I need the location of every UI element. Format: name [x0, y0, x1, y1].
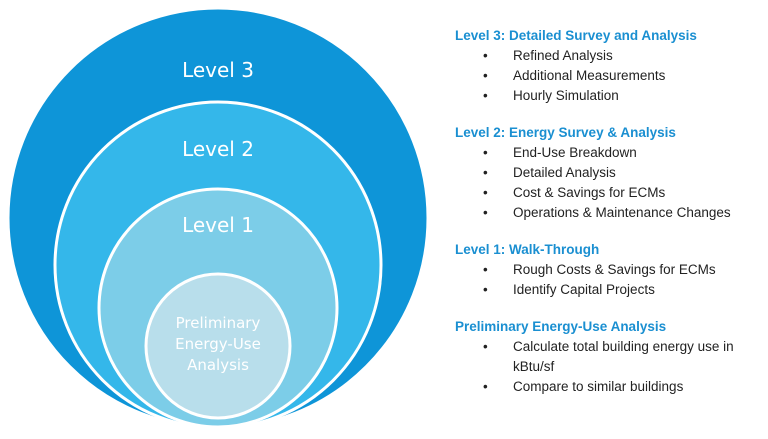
- section-heading: Level 2: Energy Survey & Analysis: [455, 125, 676, 140]
- circle-label: Level 3: [182, 58, 254, 82]
- bullet-item: Hourly Simulation: [455, 86, 748, 106]
- bullet-item: End-Use Breakdown: [455, 143, 748, 163]
- section-heading: Level 1: Walk-Through: [455, 242, 600, 257]
- section: Level 2: Energy Survey & Analysis End-Use…: [455, 123, 760, 223]
- bullet-item: Detailed Analysis: [455, 163, 748, 183]
- circle-label: Preliminary Energy-Use Analysis: [175, 314, 261, 374]
- bullet-item: Calculate total building energy use in k…: [455, 337, 748, 377]
- section: Preliminary Energy-Use Analysis Calculate…: [455, 317, 760, 397]
- circles-diagram: [6, 6, 430, 430]
- bullet-item: Cost & Savings for ECMs: [455, 183, 748, 203]
- bullet-item: Operations & Maintenance Changes: [455, 203, 748, 223]
- description-panel: Level 3: Detailed Survey and Analysis Ref…: [455, 26, 760, 414]
- section-heading: Level 3: Detailed Survey and Analysis: [455, 28, 697, 43]
- bullet-item: Refined Analysis: [455, 46, 748, 66]
- bullet-item: Rough Costs & Savings for ECMs: [455, 260, 748, 280]
- circle-preliminary: [144, 272, 292, 420]
- section: Level 3: Detailed Survey and Analysis Ref…: [455, 26, 760, 106]
- circle-label: Level 2: [182, 137, 254, 161]
- bullet-item: Compare to similar buildings: [455, 377, 748, 397]
- bullet-item: Additional Measurements: [455, 66, 748, 86]
- circle-label: Level 1: [182, 213, 254, 237]
- section: Level 1: Walk-Through Rough Costs & Savin…: [455, 240, 760, 300]
- bullet-item: Identify Capital Projects: [455, 280, 748, 300]
- section-heading: Preliminary Energy-Use Analysis: [455, 319, 667, 334]
